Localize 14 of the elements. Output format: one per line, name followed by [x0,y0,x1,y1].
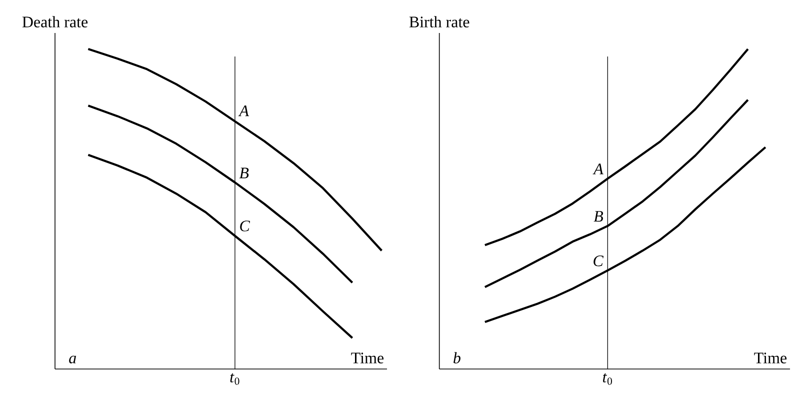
text: t$_{0}$ [230,373,240,385]
annotation: C [594,256,604,266]
y-axis-title: Death rate [22,16,88,28]
annotation: B [239,168,249,178]
annotation: B [594,211,604,222]
x-axis-title: Time [754,352,787,364]
text: b [454,352,460,364]
annotation: a [69,356,76,364]
y-axis-title: Birth rate [409,16,470,28]
annotation: A [238,106,250,116]
annotation: A [592,164,604,174]
annotation: C [240,220,250,232]
x-axis-title: Time [351,352,384,364]
text: t$_{0}$ [602,373,612,385]
